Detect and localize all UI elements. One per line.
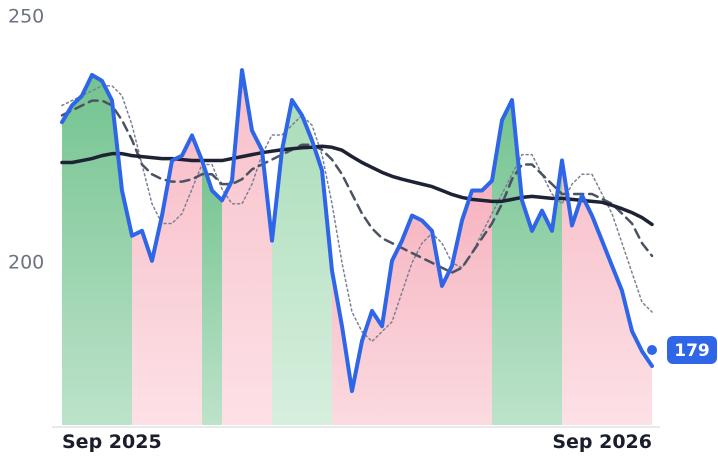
regime-band: [272, 100, 332, 425]
y-tick-label: 250: [8, 6, 44, 28]
regime-band: [222, 70, 272, 425]
y-tick-label: 200: [8, 251, 44, 273]
regime-band: [332, 180, 492, 425]
regime-band: [562, 160, 652, 425]
regime-band: [62, 75, 132, 425]
value-badge: [667, 336, 717, 365]
value-label: 179: [674, 341, 710, 361]
last-point: [647, 345, 657, 356]
regime-band: [492, 100, 562, 425]
x-tick-label: Sep 2025: [62, 431, 162, 453]
series-line: [60, 144, 654, 227]
series-line: [60, 68, 654, 394]
regime-band: [132, 135, 202, 425]
x-tick-label: Sep 2026: [552, 431, 652, 453]
series-line: [60, 99, 654, 274]
regime-band: [202, 160, 222, 425]
